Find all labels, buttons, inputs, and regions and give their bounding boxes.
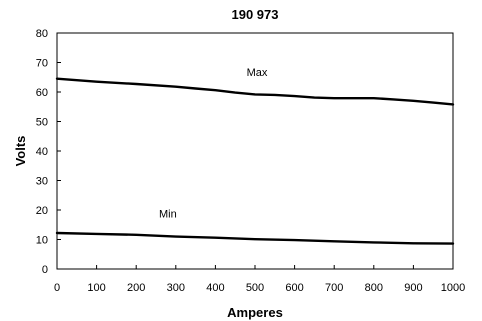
y-tick-label: 30	[36, 176, 48, 188]
y-tick-label: 60	[36, 87, 48, 99]
y-tick-label: 40	[36, 146, 48, 158]
x-tick-label: 300	[167, 282, 185, 294]
x-axis-label: Amperes	[227, 305, 283, 320]
annotation-min: Min	[159, 208, 177, 220]
y-tick-label: 50	[36, 117, 48, 129]
x-tick-label: 400	[206, 282, 224, 294]
x-tick-label: 900	[404, 282, 422, 294]
x-tick-label: 500	[246, 282, 264, 294]
annotation-layer: Max Min	[159, 67, 268, 221]
y-tick-label: 80	[36, 28, 48, 40]
annotation-max: Max	[247, 67, 268, 79]
chart-title: 190 973	[232, 7, 279, 22]
y-axis: 0 10 20 30 40 50 60 70 80	[36, 28, 61, 276]
x-axis: 0 100 200 300 400 500 600 700 800 900 1000	[54, 265, 465, 294]
x-tick-label: 200	[127, 282, 145, 294]
y-tick-label: 20	[36, 205, 48, 217]
y-axis-label: Volts	[13, 136, 28, 167]
x-tick-label: 600	[285, 282, 303, 294]
x-tick-label: 700	[325, 282, 343, 294]
series-layer	[55, 77, 455, 245]
series-line-max	[55, 77, 455, 106]
y-tick-label: 0	[42, 264, 48, 276]
series-line-min	[55, 231, 455, 245]
x-tick-label: 100	[87, 282, 105, 294]
x-tick-label: 800	[365, 282, 383, 294]
x-tick-label: 0	[54, 282, 60, 294]
y-tick-label: 70	[36, 58, 48, 70]
y-tick-label: 10	[36, 235, 48, 247]
x-tick-label: 1000	[441, 282, 465, 294]
